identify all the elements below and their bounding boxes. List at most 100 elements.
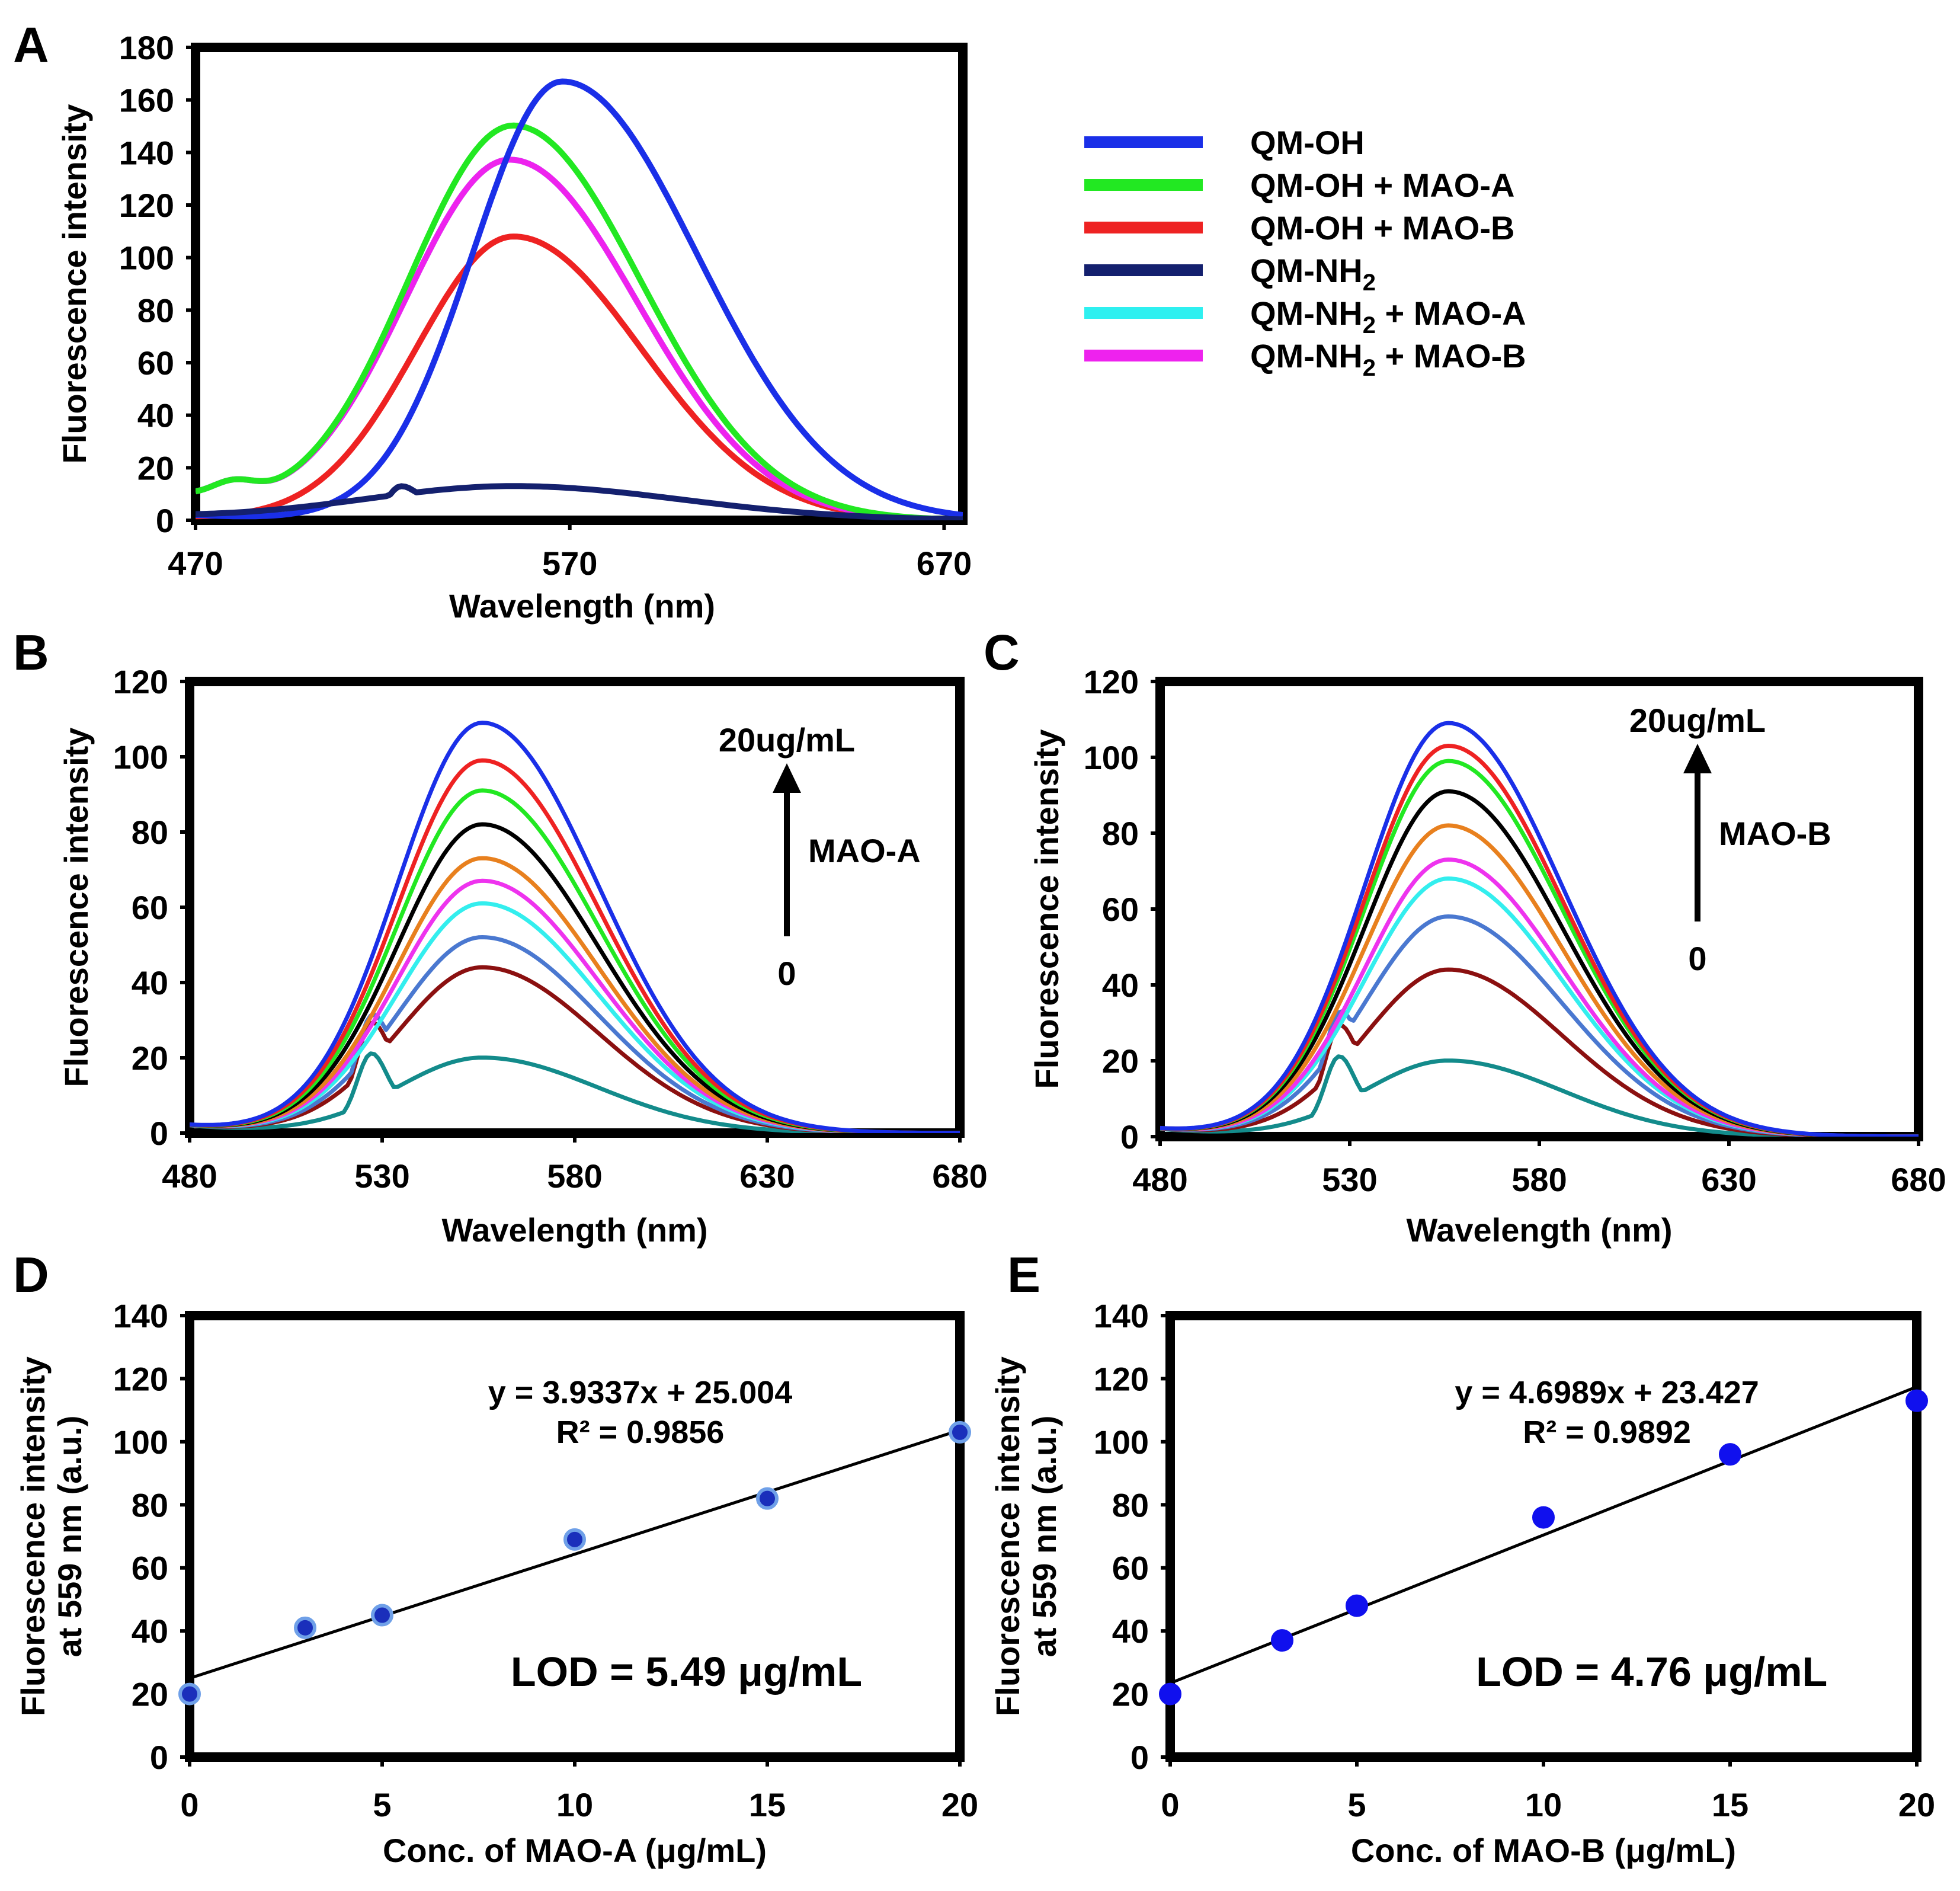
panel-label: D bbox=[13, 1247, 49, 1303]
x-tick-label: 15 bbox=[1712, 1786, 1748, 1823]
legend-label: QM-NH2 + MAO-B bbox=[1250, 337, 1526, 381]
x-tick-label: 670 bbox=[917, 545, 972, 582]
y-tick-label: 80 bbox=[1112, 1486, 1149, 1524]
y-axis-title-line2: at 559 nm (a.u.) bbox=[51, 1416, 88, 1658]
arrow-bottom-label: 0 bbox=[1688, 940, 1706, 977]
x-axis-title: Conc. of MAO-B (μg/mL) bbox=[1351, 1832, 1736, 1869]
data-point bbox=[563, 1528, 586, 1551]
arrow-top-label: 20ug/mL bbox=[719, 721, 855, 759]
data-point bbox=[756, 1487, 779, 1510]
fit-equation: y = 3.9337x + 25.004 bbox=[488, 1375, 792, 1410]
y-tick-label: 120 bbox=[1094, 1360, 1149, 1397]
plot-frame bbox=[191, 43, 968, 525]
fit-line bbox=[189, 1428, 960, 1680]
y-tick-label: 60 bbox=[1102, 891, 1139, 928]
y-tick-label: 40 bbox=[137, 397, 174, 434]
fit-equation: y = 4.6989x + 23.427 bbox=[1455, 1375, 1759, 1410]
y-tick-label: 140 bbox=[1094, 1297, 1149, 1335]
y-axis-title: Fluorescence intensityat 559 nm (a.u.) bbox=[989, 1356, 1063, 1716]
y-tick-label: 20 bbox=[132, 1676, 168, 1713]
arrow-top-label: 20ug/mL bbox=[1629, 702, 1766, 739]
x-tick-label: 15 bbox=[749, 1786, 786, 1823]
legend-label-subscript: 2 bbox=[1363, 355, 1376, 381]
y-tick-label: 120 bbox=[113, 1360, 168, 1397]
x-tick-label: 580 bbox=[1511, 1161, 1567, 1198]
y-tick-label: 0 bbox=[150, 1739, 168, 1776]
y-tick-label: 40 bbox=[1102, 967, 1139, 1004]
concentration-arrow: 20ug/mL MAO-A 0 bbox=[719, 721, 921, 992]
x-tick-label: 5 bbox=[1347, 1786, 1366, 1823]
y-tick-label: 60 bbox=[132, 889, 168, 926]
legend-label-main: QM-NH bbox=[1250, 337, 1363, 375]
legend-label: QM-OH bbox=[1250, 124, 1365, 161]
x-axis-title: Wavelength (nm) bbox=[1406, 1211, 1672, 1249]
panel-e: E 0 20 40 60 80 100 120 140 0 5 10 15 20 Conc. of MAO-… bbox=[989, 1247, 1935, 1869]
x-tick-label: 630 bbox=[1701, 1161, 1756, 1198]
r-squared: R² = 0.9856 bbox=[556, 1415, 725, 1450]
y-axis-title: Fluorescence intensity bbox=[56, 104, 93, 464]
x-tick-label: 470 bbox=[168, 545, 223, 582]
y-tick-label: 80 bbox=[137, 292, 174, 329]
legend-label-main: QM-OH + MAO-A bbox=[1250, 167, 1514, 204]
y-tick-label: 40 bbox=[132, 964, 168, 1002]
y-tick-label: 40 bbox=[132, 1612, 168, 1650]
panel-label: C bbox=[984, 625, 1020, 680]
x-tick-label: 0 bbox=[180, 1786, 198, 1823]
y-tick-label: 20 bbox=[132, 1039, 168, 1077]
series-line-4 bbox=[196, 483, 963, 520]
lod-label: LOD = 5.49 μg/mL bbox=[511, 1649, 862, 1695]
arrow-side-label: MAO-B bbox=[1719, 815, 1831, 852]
arrow-head bbox=[1683, 744, 1712, 773]
data-point bbox=[1532, 1506, 1555, 1529]
y-tick-label: 140 bbox=[119, 134, 174, 171]
legend-label-subscript: 2 bbox=[1363, 270, 1376, 296]
legend-label-tail: + MAO-B bbox=[1376, 337, 1526, 375]
y-tick-label: 20 bbox=[137, 449, 174, 487]
x-tick-label: 580 bbox=[547, 1157, 602, 1195]
panel-d: D 0 20 40 60 80 100 120 140 0 5 10 15 20 Conc. of MAO-… bbox=[13, 1247, 978, 1869]
y-tick-label: 40 bbox=[1112, 1612, 1149, 1650]
legend-label: QM-OH + MAO-A bbox=[1250, 167, 1514, 204]
y-tick-label: 100 bbox=[1084, 739, 1139, 776]
panel-b: B 0 20 40 60 80 100 120 480 530 580 630 680 Wavelengt… bbox=[13, 625, 988, 1249]
y-tick-label: 120 bbox=[113, 663, 168, 700]
y-tick-label: 60 bbox=[132, 1550, 168, 1587]
x-tick-label: 630 bbox=[739, 1157, 795, 1195]
data-point bbox=[1271, 1629, 1293, 1652]
r-squared: R² = 0.9892 bbox=[1523, 1415, 1691, 1450]
legend-label-main: QM-OH + MAO-B bbox=[1250, 209, 1514, 247]
x-tick-label: 480 bbox=[162, 1157, 217, 1195]
arrow-bottom-label: 0 bbox=[777, 955, 796, 992]
x-axis-title: Conc. of MAO-A (μg/mL) bbox=[383, 1832, 767, 1869]
series-line-9 bbox=[1160, 744, 1919, 1137]
legend-label-main: QM-NH bbox=[1250, 295, 1363, 332]
x-tick-label: 0 bbox=[1161, 1786, 1179, 1823]
y-axis-title-line1: Fluorescence intensity bbox=[989, 1356, 1026, 1716]
y-tick-label: 180 bbox=[119, 29, 174, 66]
y-tick-label: 160 bbox=[119, 82, 174, 119]
y-tick-label: 100 bbox=[1094, 1423, 1149, 1461]
x-tick-label: 680 bbox=[1891, 1161, 1946, 1198]
y-axis-title: Fluorescence intensityat 559 nm (a.u.) bbox=[14, 1356, 88, 1716]
y-tick-label: 20 bbox=[1112, 1676, 1149, 1713]
y-axis-title-line2: at 559 nm (a.u.) bbox=[1026, 1416, 1063, 1658]
panel-label: E bbox=[1007, 1247, 1040, 1303]
legend-label-main: QM-OH bbox=[1250, 124, 1365, 161]
y-tick-label: 0 bbox=[1120, 1118, 1139, 1156]
x-tick-label: 5 bbox=[373, 1786, 391, 1823]
data-point bbox=[949, 1420, 971, 1444]
x-tick-label: 530 bbox=[354, 1157, 409, 1195]
x-tick-label: 10 bbox=[1525, 1786, 1562, 1823]
y-tick-label: 120 bbox=[119, 187, 174, 224]
y-tick-label: 60 bbox=[137, 344, 174, 382]
data-point bbox=[1346, 1594, 1368, 1617]
series-line-10 bbox=[190, 721, 960, 1133]
y-tick-label: 100 bbox=[113, 738, 168, 776]
data-point bbox=[1719, 1443, 1741, 1466]
data-point bbox=[178, 1682, 201, 1706]
panel-label: B bbox=[13, 625, 49, 680]
fit-line bbox=[1170, 1385, 1917, 1685]
concentration-arrow: 20ug/mL MAO-B 0 bbox=[1629, 702, 1831, 977]
y-axis-title-line1: Fluorescence intensity bbox=[14, 1356, 52, 1716]
